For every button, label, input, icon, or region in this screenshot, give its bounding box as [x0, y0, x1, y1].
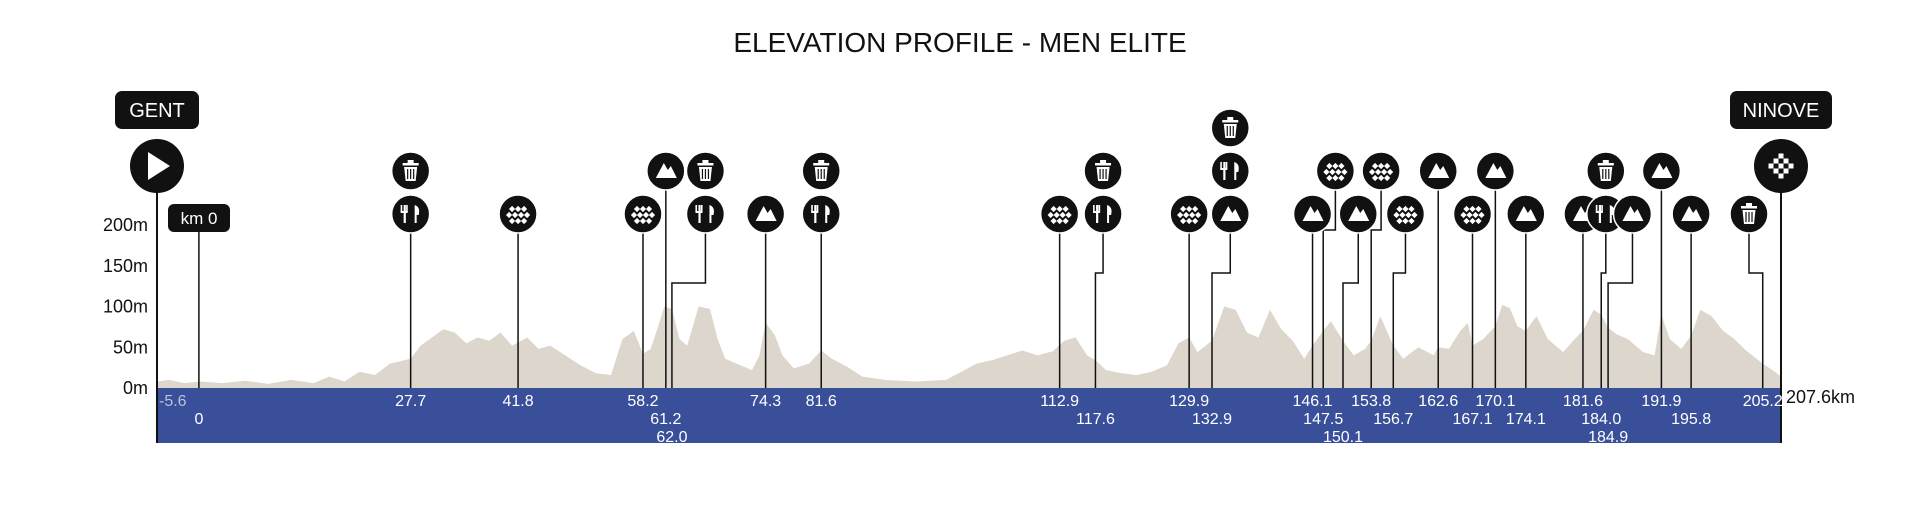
- km-label: 184.0: [1581, 411, 1621, 428]
- marker-line: [1370, 190, 1382, 388]
- km-label: 147.5: [1303, 411, 1343, 428]
- food-icon: [1210, 151, 1251, 191]
- finish-city-label: NINOVE: [1743, 100, 1820, 122]
- trash-icon: [1210, 108, 1251, 148]
- km0-label: km 0: [181, 209, 218, 228]
- km-label: 0: [194, 411, 203, 428]
- climb-icon: [1506, 194, 1546, 234]
- climb-icon: [1338, 194, 1378, 234]
- km0-marker: km 0: [168, 204, 230, 232]
- food-icon: [685, 194, 726, 234]
- y-tick-label: 150m: [103, 256, 148, 276]
- climb-icon: [1612, 194, 1653, 234]
- trash-icon: [1083, 151, 1123, 191]
- y-tick-label: 0m: [123, 378, 148, 398]
- km-label: 174.1: [1506, 411, 1546, 428]
- y-tick-label: 100m: [103, 297, 148, 317]
- distance-band-rect: [157, 388, 1781, 443]
- elevation-area-path: [157, 304, 1781, 388]
- trash-icon: [1586, 151, 1626, 191]
- km-label: 191.9: [1641, 393, 1681, 410]
- km-label: 181.6: [1563, 393, 1603, 410]
- checkered-flag-icon: [1768, 153, 1794, 179]
- km-label: 146.1: [1293, 393, 1333, 410]
- marker-line: [1600, 233, 1607, 388]
- food-icon: [801, 194, 841, 234]
- trash-icon: [801, 151, 841, 191]
- climb-icon: [1641, 151, 1682, 191]
- start-city-pill: [115, 91, 199, 129]
- km-label: 27.7: [395, 393, 426, 410]
- climb-icon: [1475, 151, 1516, 191]
- trash-icon: [685, 151, 726, 191]
- marker-line: [1607, 233, 1634, 388]
- cobbles-icon: [1452, 194, 1493, 234]
- chart-title: ELEVATION PROFILE - MEN ELITE: [733, 27, 1186, 58]
- cobbles-icon: [1385, 194, 1426, 234]
- marker-line: [1342, 233, 1359, 388]
- km-label: 170.1: [1475, 393, 1515, 410]
- finish-city-pill: [1730, 91, 1832, 129]
- trash-icon: [1729, 194, 1769, 234]
- y-tick-label: 50m: [113, 337, 148, 357]
- climb-icon: [646, 151, 686, 191]
- marker-line: [671, 233, 707, 388]
- km-label: 153.8: [1351, 393, 1391, 410]
- start-city-label: GENT: [129, 100, 185, 122]
- food-icon: [390, 194, 431, 234]
- km-label: 117.6: [1076, 411, 1115, 428]
- km-label: 150.1: [1323, 429, 1363, 446]
- km-label: 205.2: [1743, 393, 1783, 410]
- y-axis: 0m 50m 100m 150m 200m: [103, 215, 148, 398]
- climb-icon: [1671, 194, 1711, 234]
- elevation-area: [157, 304, 1781, 388]
- marker-icons: [390, 108, 1769, 234]
- km-label: 81.6: [806, 393, 837, 410]
- km-label: 41.8: [502, 393, 533, 410]
- play-icon: [148, 152, 170, 180]
- distance-band: [156, 150, 1782, 443]
- marker-line: [1211, 233, 1232, 388]
- km-label: 156.7: [1373, 411, 1413, 428]
- trash-icon: [390, 151, 431, 191]
- food-icon: [1083, 194, 1123, 234]
- km-label: 62.0: [656, 429, 687, 446]
- marker-line: [1748, 233, 1764, 388]
- climb-icon: [745, 194, 786, 234]
- km-label: 61.2: [650, 411, 681, 428]
- climb-icon: [1418, 151, 1458, 191]
- km0-pill: [168, 204, 230, 232]
- km-label: 132.9: [1192, 411, 1232, 428]
- climb-icon: [1210, 194, 1251, 234]
- km-label: 112.9: [1040, 393, 1079, 410]
- km-label: 167.1: [1452, 411, 1492, 428]
- cobbles-icon: [1361, 151, 1401, 191]
- km-label: -5.6: [159, 393, 187, 410]
- km-label: 129.9: [1169, 393, 1209, 410]
- cobbles-icon: [1315, 151, 1356, 191]
- marker-line: [1322, 190, 1337, 388]
- cobbles-icon: [498, 194, 538, 234]
- km-label: 184.9: [1588, 429, 1628, 446]
- distance-end-label: 207.6km: [1786, 387, 1855, 407]
- climb-icon: [1292, 194, 1333, 234]
- cobbles-icon: [623, 194, 663, 234]
- km-label: 162.6: [1418, 393, 1458, 410]
- marker-line: [1392, 233, 1407, 388]
- km-label: 195.8: [1671, 411, 1711, 428]
- finish-marker: NINOVE: [1730, 91, 1832, 193]
- start-marker: GENT: [115, 91, 199, 193]
- km-label: 74.3: [750, 393, 781, 410]
- marker-line: [1094, 233, 1104, 388]
- cobbles-icon: [1039, 194, 1080, 234]
- km-label: 58.2: [627, 393, 658, 410]
- km-labels: -5.6 0 27.7 41.8 58.261.262.0 74.3 81.6 112.911…: [159, 393, 1783, 446]
- y-tick-label: 200m: [103, 215, 148, 235]
- cobbles-icon: [1169, 194, 1209, 234]
- marker-lines: [198, 190, 1764, 388]
